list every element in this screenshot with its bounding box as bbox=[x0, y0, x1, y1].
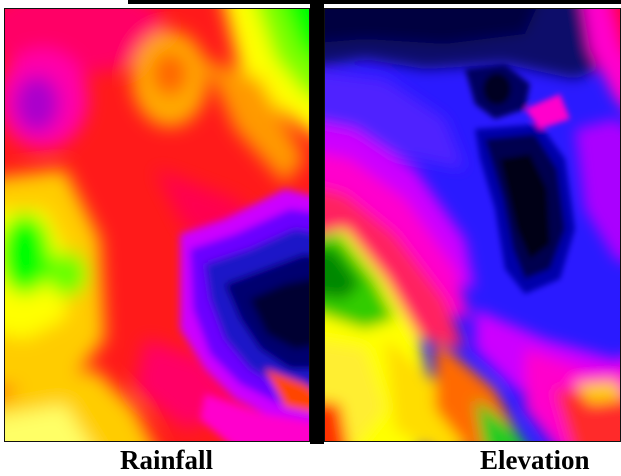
elev-zone-orange-s bbox=[435, 339, 521, 441]
rain-zone-deepgreen-ne bbox=[283, 9, 309, 57]
elev-zone-darkgreen-w bbox=[325, 249, 360, 299]
rain-zone-orange-se bbox=[265, 369, 309, 412]
elev-zone-pink-ridge bbox=[525, 94, 570, 129]
rainfall-caption: Rainfall bbox=[120, 445, 214, 475]
rain-zone-paleyellow-sw bbox=[5, 404, 88, 441]
elev-zone-red-sw bbox=[325, 401, 347, 441]
elev-zone-yellow-se bbox=[575, 381, 620, 404]
elev-zone-black-n bbox=[325, 9, 537, 44]
elev-zone-green-s bbox=[475, 399, 523, 441]
rain-zone-darkorange-n bbox=[152, 52, 188, 96]
rain-zone-magenta-s bbox=[200, 394, 309, 441]
rainfall-map bbox=[4, 8, 310, 442]
rain-zone-green-w bbox=[5, 214, 51, 294]
elev-zone-red-ne bbox=[610, 9, 620, 49]
elevation-caption: Elevation bbox=[480, 445, 590, 475]
rain-zone-orange-e bbox=[205, 59, 305, 184]
elevation-map bbox=[324, 8, 621, 442]
elev-zone-magenta-w bbox=[325, 153, 470, 319]
rain-zone-black-se bbox=[250, 279, 309, 349]
panel-divider bbox=[310, 4, 324, 444]
elev-zone-green-w bbox=[325, 234, 395, 329]
elev-zone-magenta-ne bbox=[583, 9, 620, 104]
elevation-map-image bbox=[325, 9, 620, 441]
elev-zone-black-peak bbox=[483, 73, 511, 105]
rainfall-map-image bbox=[5, 9, 309, 441]
rain-zone-purple-nw bbox=[15, 76, 59, 132]
top-rule bbox=[128, 0, 621, 4]
rain-zone-lightgreen-w bbox=[47, 252, 87, 296]
elev-zone-black-basin bbox=[500, 154, 550, 259]
elev-zone-rose-w bbox=[325, 189, 465, 349]
elev-zone-violet-e bbox=[575, 119, 620, 261]
